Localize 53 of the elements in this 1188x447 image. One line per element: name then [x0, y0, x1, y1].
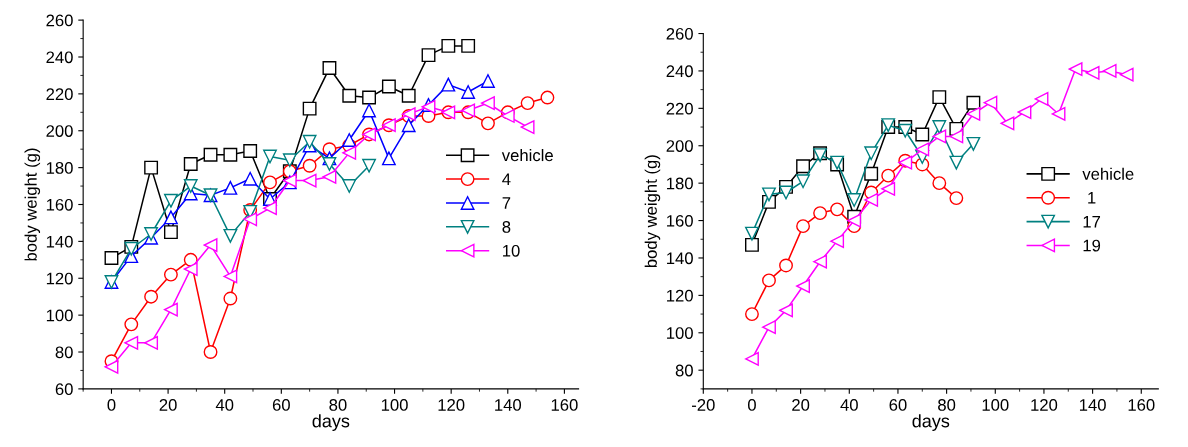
- y-tick-label: 120: [667, 289, 693, 302]
- x-tick-label: 80: [938, 399, 956, 411]
- x-tick-label: 140: [495, 399, 522, 411]
- y-axis-title: body weight (g): [24, 148, 41, 261]
- x-tick-label: 60: [272, 399, 290, 411]
- y-tick-label: 240: [46, 51, 73, 64]
- y-tick-label: 200: [666, 140, 693, 152]
- legend-label: 1: [1088, 192, 1096, 204]
- y-tick-label: 80: [55, 346, 73, 359]
- x-tick-label: 80: [329, 399, 347, 411]
- x-tick-label: 0: [747, 399, 756, 411]
- y-tick-label: 220: [46, 88, 73, 101]
- x-axis-title: days: [912, 414, 950, 431]
- x-tick-label: 160: [551, 399, 578, 411]
- y-tick-label: 200: [46, 125, 73, 137]
- x-tick-label: 100: [982, 399, 1009, 411]
- legend-label: 17: [1083, 215, 1101, 228]
- legend-label: 10: [503, 244, 520, 257]
- x-tick-label: 20: [159, 399, 177, 411]
- y-tick-label: 180: [46, 162, 73, 174]
- legend-label: vehicle: [1082, 167, 1134, 180]
- x-tick-label: 120: [1031, 399, 1058, 411]
- legend-label: 7: [502, 197, 511, 209]
- x-axis-title: days: [312, 414, 350, 431]
- x-tick-label: 40: [840, 399, 858, 411]
- y-tick-label: 160: [667, 214, 693, 227]
- y-tick-label: 140: [667, 252, 693, 265]
- legend-label: vehicle: [501, 148, 553, 162]
- x-tick-label: 120: [438, 399, 465, 411]
- x-tick-label: -20: [691, 399, 715, 411]
- x-tick-label: 0: [107, 399, 116, 411]
- x-tick-label: 40: [215, 399, 234, 411]
- y-tick-label: 140: [46, 235, 73, 248]
- y-tick-label: 120: [46, 272, 73, 285]
- x-tick-label: 160: [1128, 399, 1155, 411]
- legend-label: 4: [502, 173, 511, 185]
- x-tick-label: 100: [381, 399, 408, 411]
- y-tick-label: 100: [667, 327, 693, 339]
- legend-label: 19: [1083, 239, 1101, 252]
- y-tick-label: 80: [675, 364, 693, 377]
- y-tick-label: 240: [666, 65, 693, 78]
- y-tick-label: 160: [46, 198, 73, 211]
- y-tick-label: 100: [46, 309, 73, 322]
- x-tick-label: 20: [792, 399, 810, 411]
- y-tick-label: 60: [55, 383, 73, 396]
- y-tick-label: 220: [666, 102, 693, 115]
- y-axis-title: body weight (g): [644, 155, 661, 268]
- y-tick-label: 260: [46, 14, 73, 27]
- x-tick-label: 140: [1079, 399, 1106, 411]
- x-tick-label: 60: [889, 399, 907, 411]
- legend-label: 8: [502, 221, 511, 233]
- y-tick-label: 180: [667, 177, 693, 190]
- y-tick-label: 260: [666, 27, 693, 40]
